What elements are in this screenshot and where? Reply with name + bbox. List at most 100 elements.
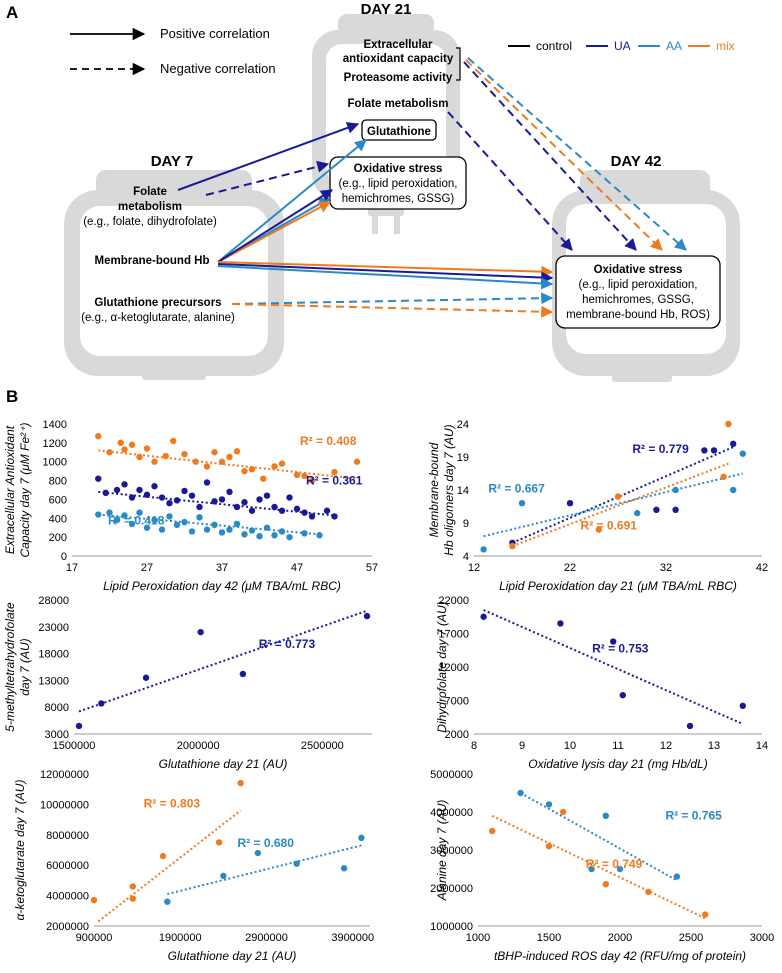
data-point (143, 445, 151, 452)
data-point (159, 852, 167, 860)
day42-ox-line2: (e.g., lipid peroxidation, (579, 279, 698, 291)
data-point (602, 881, 609, 888)
day7-folate-line1: Folate (133, 186, 167, 198)
arrow-gsh-ox42-aa (231, 292, 554, 305)
data-point (602, 812, 609, 819)
y-tick-label: 4000000 (430, 807, 473, 819)
data-point (254, 849, 262, 857)
data-point (181, 450, 188, 458)
x-tick-label: 3900000 (331, 932, 374, 944)
data-point (480, 613, 487, 620)
data-point (286, 533, 293, 541)
data-point (248, 507, 256, 514)
x-tick-label: 3000 (750, 932, 774, 944)
legend-ua: UA (614, 39, 631, 53)
data-point (720, 473, 727, 480)
arrow-eac-ox42-ua (463, 61, 637, 251)
data-point (557, 620, 564, 627)
trend-line (78, 609, 368, 713)
positive-legend-label: Positive correlation (160, 26, 270, 41)
x-tick-label: 17 (66, 562, 78, 574)
y-tick-label: 13000 (38, 675, 69, 687)
x-axis-label: tBHP-induced ROS day 42 (RFU/mg of prote… (494, 949, 746, 963)
y-tick-label: 1000 (43, 457, 67, 469)
chart-6: 1000000 2000000 3000000 4000000 5000000 1000 1… (430, 769, 774, 963)
data-point (263, 492, 271, 499)
trend-line (512, 462, 729, 548)
data-point (95, 433, 102, 440)
data-point (143, 491, 151, 498)
arrow-folate21-ox42 (447, 111, 573, 251)
x-tick-label: 2000 (608, 932, 632, 944)
data-point (323, 507, 331, 514)
data-point (241, 499, 248, 506)
y-axis-label: Dihydrofolate day 7 (AU) (435, 601, 449, 732)
y-tick-label: 1400 (43, 419, 67, 431)
bag-day7 (64, 170, 284, 380)
data-point (545, 801, 553, 808)
correlation-arrows (177, 57, 687, 318)
r2-label: R² = 0.753 (592, 641, 649, 655)
chart-5: 2000000 4000000 6000000 8000000 10000000 1200… (13, 769, 374, 963)
x-tick-label: 47 (291, 562, 303, 574)
data-point (233, 503, 241, 511)
y-tick-label: 800 (49, 476, 67, 488)
data-point (645, 888, 652, 895)
series-AA: R² = 0.418 (95, 509, 323, 541)
data-point (143, 524, 151, 531)
data-point (164, 898, 171, 905)
y-axis-label: Alanine day 7 (AU) (435, 800, 449, 902)
data-point (188, 528, 196, 535)
series-mix: R² = 0.803 (90, 779, 244, 923)
data-point (308, 477, 316, 484)
series-AA: R² = 0.667 (480, 450, 746, 553)
data-point (610, 638, 617, 645)
x-tick-label: 2500000 (301, 740, 344, 752)
y-tick-label: 6000000 (46, 860, 89, 872)
trend-line (98, 449, 358, 480)
y-tick-label: 3000 (45, 729, 69, 741)
x-axis-label: Glutathione day 21 (AU) (168, 949, 297, 963)
r2-label: R² = 0.667 (488, 482, 545, 496)
arrow-folate-glutathione (177, 122, 360, 191)
trend-line (483, 472, 744, 538)
x-tick-label: 2000000 (177, 740, 220, 752)
x-tick-label: 900000 (76, 932, 113, 944)
data-point (142, 674, 150, 681)
data-point (117, 439, 124, 447)
data-point (75, 722, 83, 730)
data-point (489, 827, 496, 835)
data-point (278, 460, 286, 467)
day21-ox-line2: (e.g., lipid peroxidation, (339, 178, 458, 190)
series-UA: R² = 0.361 (95, 474, 363, 520)
series-mix: R² = 0.408 (95, 433, 361, 484)
data-point (113, 486, 121, 494)
data-point (701, 447, 708, 454)
data-point (196, 503, 203, 511)
data-point (233, 448, 241, 455)
data-point (725, 420, 732, 428)
day42-title: DAY 42 (611, 153, 662, 170)
y-tick-label: 8000000 (46, 830, 89, 842)
y-tick-label: 19 (457, 452, 469, 464)
arrow-eac-ox42-mix (465, 59, 663, 251)
data-point (166, 513, 173, 520)
series-mix: R² = 0.691 (509, 420, 732, 550)
data-point (196, 514, 203, 521)
panel-a-label: A (6, 3, 18, 22)
data-point (271, 503, 278, 511)
legend-control: control (536, 39, 572, 53)
data-point (129, 895, 137, 902)
data-point (316, 532, 323, 539)
arrow-membrane-ox42-mix (217, 261, 554, 278)
data-point (353, 458, 361, 465)
data-point (128, 441, 136, 448)
data-point (237, 779, 244, 787)
data-point (588, 865, 595, 873)
day7-gsh-line1: Glutathione precursors (94, 297, 221, 309)
day7-gsh-line2: (e.g., α-ketoglutarate, alanine) (81, 312, 235, 324)
data-point (170, 437, 177, 445)
y-tick-label: 400 (49, 513, 67, 525)
y-tick-label: 12000000 (40, 769, 89, 781)
day42-oxidative-box (555, 255, 721, 329)
